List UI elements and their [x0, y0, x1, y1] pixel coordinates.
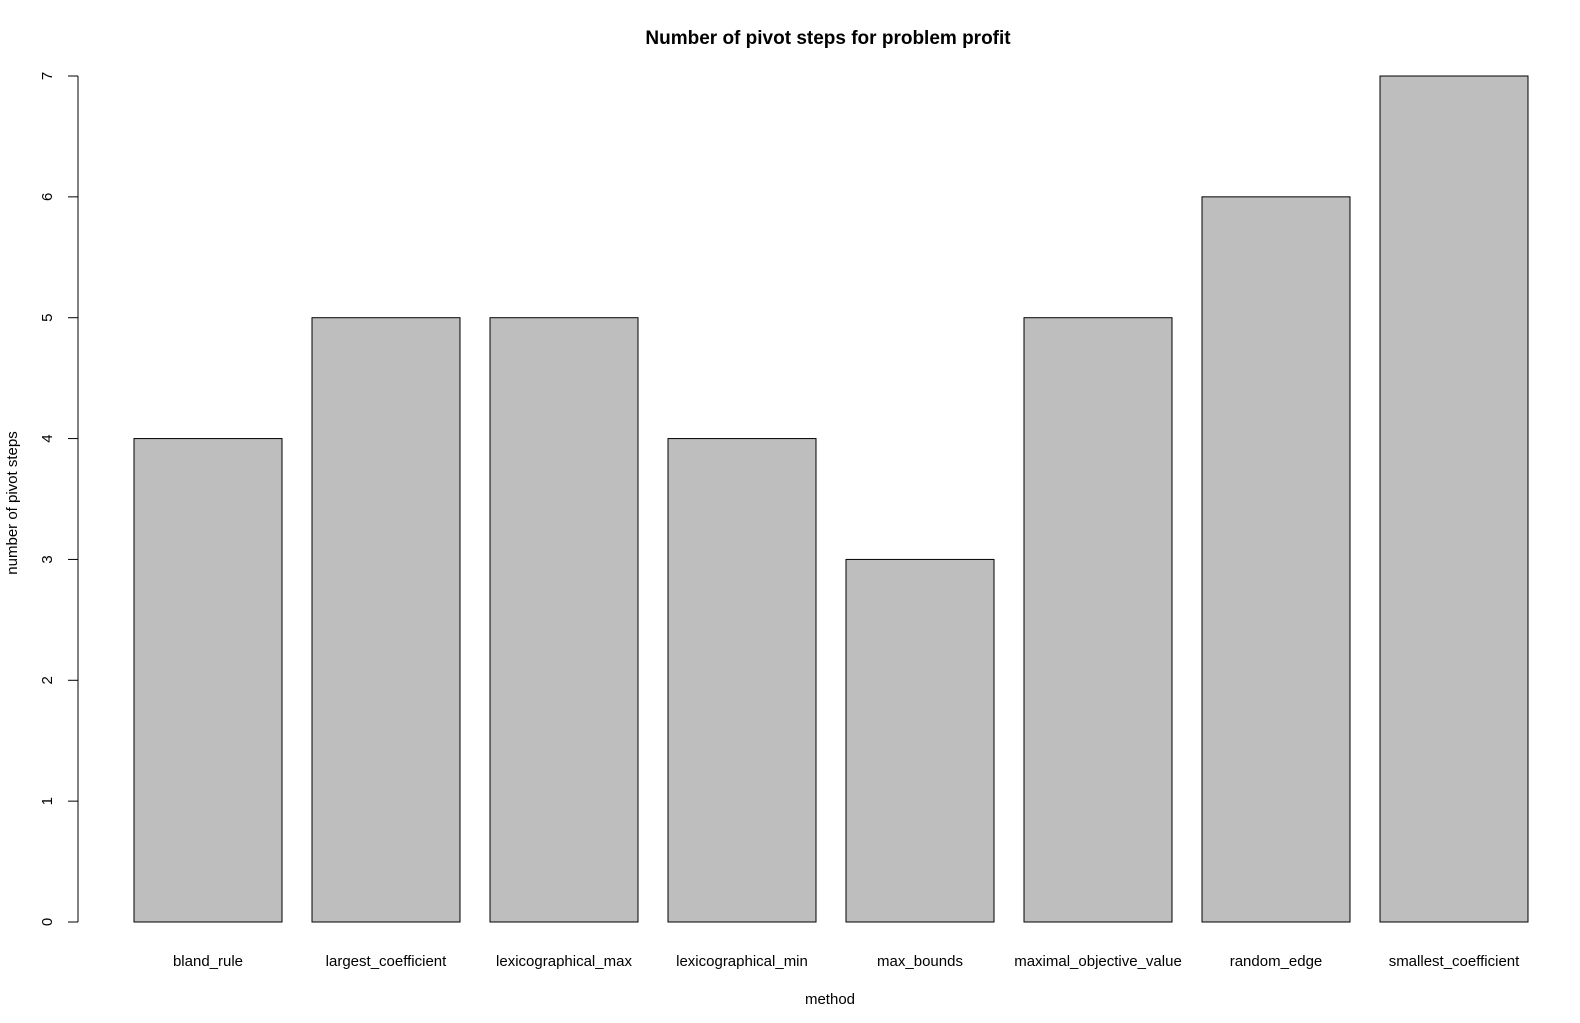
x-tick-label: smallest_coefficient	[1389, 953, 1520, 970]
y-axis: 0 1 2 3 4 5 6 7	[39, 72, 79, 926]
bar-max_bounds	[845, 558, 995, 923]
x-tick-label: lexicographical_min	[676, 953, 808, 970]
x-tick-labels: bland_rule largest_coefficient lexicograph…	[173, 953, 1520, 970]
y-tick-label: 5	[39, 314, 56, 322]
chart-title: Number of pivot steps for problem profit	[645, 28, 1011, 49]
bar-lexicographical_max	[489, 317, 639, 923]
y-tick-label: 0	[39, 918, 56, 926]
y-tick-label: 1	[39, 797, 56, 805]
bar-bland_rule	[133, 438, 283, 923]
y-tick-label: 3	[39, 555, 56, 563]
x-axis-label: method	[805, 991, 855, 1008]
bars-group	[133, 75, 1529, 923]
bar-maximal_objective_value	[1023, 317, 1173, 923]
x-tick-label: random_edge	[1230, 953, 1323, 970]
x-tick-label: lexicographical_max	[496, 953, 632, 970]
x-tick-label: maximal_objective_value	[1014, 953, 1182, 970]
y-tick-label: 6	[39, 193, 56, 201]
bar-random_edge	[1201, 196, 1351, 923]
x-tick-label: max_bounds	[877, 953, 963, 970]
y-tick-label: 2	[39, 676, 56, 684]
y-axis-label: number of pivot steps	[4, 431, 21, 574]
x-tick-label: largest_coefficient	[326, 953, 447, 970]
bar-largest_coefficient	[311, 317, 461, 923]
y-tick-label: 4	[39, 434, 56, 442]
x-tick-label: bland_rule	[173, 953, 243, 970]
y-tick-label: 7	[39, 72, 56, 80]
bar-smallest_coefficient	[1379, 75, 1529, 923]
bar-lexicographical_min	[667, 438, 817, 923]
